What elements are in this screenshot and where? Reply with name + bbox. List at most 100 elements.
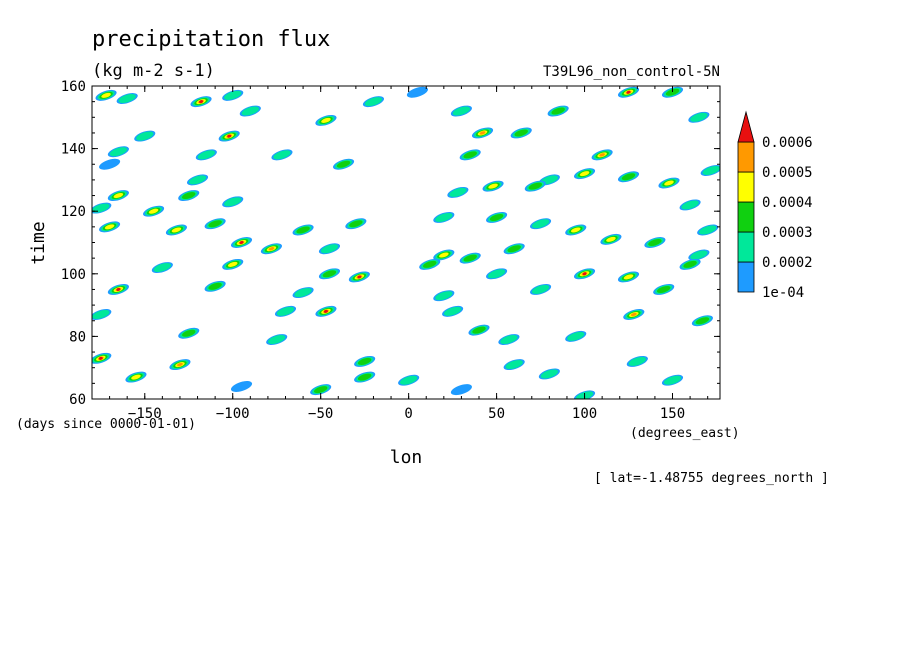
contour-blob bbox=[182, 329, 196, 337]
contour-blob bbox=[241, 106, 259, 116]
contour-blob bbox=[92, 310, 110, 319]
contour-blob bbox=[648, 238, 662, 247]
contour-blob bbox=[188, 175, 207, 185]
contour-blob bbox=[208, 220, 222, 228]
contour-blob bbox=[567, 331, 585, 341]
contour-blob bbox=[322, 270, 337, 278]
contour-blob bbox=[435, 291, 453, 301]
chart-subtitle: (kg m-2 s-1) bbox=[92, 61, 215, 81]
contour-blob bbox=[171, 227, 182, 233]
contour-blob bbox=[296, 226, 310, 234]
contour-blob bbox=[463, 254, 477, 262]
contour-blob bbox=[116, 287, 121, 292]
contour-blob bbox=[690, 250, 708, 260]
contour-blob bbox=[118, 94, 136, 104]
contour-blob bbox=[268, 335, 286, 345]
contour-blob bbox=[92, 203, 110, 213]
contour-blob bbox=[268, 247, 275, 251]
colorbar-label: 0.0005 bbox=[762, 165, 813, 181]
contour-blob bbox=[113, 193, 124, 199]
colorbar-label: 0.0006 bbox=[762, 135, 813, 151]
contour-blob bbox=[104, 224, 115, 230]
contour-blob bbox=[357, 275, 362, 279]
contour-blob bbox=[435, 212, 453, 222]
experiment-label: T39L96_non_control-5N bbox=[543, 64, 720, 80]
colorbar-swatch bbox=[737, 261, 755, 293]
contour-blob bbox=[153, 263, 171, 273]
contour-blob bbox=[227, 261, 238, 267]
contour-blob bbox=[364, 97, 383, 107]
contour-blob bbox=[177, 362, 183, 367]
contour-blob bbox=[699, 225, 717, 235]
y-axis-units: (days since 0000-01-01) bbox=[16, 417, 196, 432]
contour-blob bbox=[570, 227, 581, 233]
contour-blob bbox=[406, 86, 428, 98]
contour-blob bbox=[472, 326, 486, 334]
contour-blob bbox=[294, 288, 312, 298]
contour-blob bbox=[109, 147, 128, 157]
x-tick-label: −50 bbox=[308, 406, 333, 422]
contour-blob bbox=[439, 252, 449, 258]
contour-blob bbox=[690, 112, 708, 122]
colorbar-swatch bbox=[737, 141, 755, 173]
contour-blob bbox=[148, 208, 159, 214]
contour-blob bbox=[443, 306, 462, 316]
contour-blob bbox=[606, 236, 616, 242]
y-tick-label: 60 bbox=[69, 392, 86, 408]
contour-blob bbox=[99, 158, 121, 170]
x-axis-units: (degrees_east) bbox=[630, 426, 740, 441]
colorbar-extend-triangle bbox=[737, 110, 755, 143]
x-tick-label: 150 bbox=[660, 406, 685, 422]
colorbar-swatch bbox=[737, 231, 755, 263]
contour-blob bbox=[514, 129, 528, 137]
axis-ticks: −150 −100 −50 0 50 100 150 60 80 100 120 140 160 bbox=[61, 79, 720, 422]
colorbar-label: 1e-04 bbox=[762, 285, 804, 301]
contour-blob bbox=[579, 171, 590, 177]
contour-blob bbox=[423, 260, 437, 268]
contour-blob bbox=[582, 272, 587, 276]
plot-area bbox=[92, 86, 720, 399]
contour-blob bbox=[227, 134, 232, 138]
contour-blob bbox=[695, 317, 710, 325]
contour-blob bbox=[531, 284, 550, 294]
x-tick-label: 100 bbox=[572, 406, 597, 422]
contour-blob bbox=[320, 244, 339, 254]
contour-blob bbox=[182, 192, 196, 200]
contour-blob bbox=[208, 282, 222, 290]
contour-blob bbox=[500, 335, 518, 345]
contour-blob bbox=[131, 374, 141, 380]
contour-blob bbox=[681, 200, 699, 210]
contour-blob bbox=[276, 306, 295, 316]
contour-blob bbox=[463, 151, 477, 159]
contour-blob bbox=[324, 309, 328, 313]
contour-blob bbox=[664, 180, 674, 186]
contour-blob bbox=[489, 213, 504, 221]
plot-frame bbox=[91, 85, 721, 400]
chart-title: precipitation flux bbox=[92, 27, 330, 52]
contour-blob bbox=[531, 219, 550, 229]
x-tick-label: −100 bbox=[216, 406, 250, 422]
contour-blob bbox=[507, 245, 521, 253]
y-tick-label: 140 bbox=[61, 142, 86, 158]
contour-blob bbox=[349, 220, 363, 228]
colorbar-swatch bbox=[737, 171, 755, 203]
y-tick-label: 120 bbox=[61, 204, 86, 220]
x-tick-label: 0 bbox=[404, 406, 412, 422]
colorbar-label: 0.0003 bbox=[762, 225, 813, 241]
contour-blob bbox=[197, 150, 215, 160]
colorbar-label: 0.0004 bbox=[762, 195, 813, 211]
contour-blob bbox=[551, 107, 565, 115]
contour-blob bbox=[656, 285, 671, 293]
contour-blob bbox=[599, 153, 606, 157]
contour-blob bbox=[230, 381, 253, 392]
contour-blob bbox=[357, 373, 372, 381]
contour-blob bbox=[621, 173, 636, 181]
y-tick-label: 100 bbox=[61, 267, 86, 283]
contour-fills bbox=[92, 86, 720, 399]
x-tick-label: −150 bbox=[128, 406, 162, 422]
contour-blob bbox=[683, 260, 697, 268]
contour-blob bbox=[224, 90, 242, 100]
y-tick-label: 160 bbox=[61, 79, 86, 95]
contour-blob bbox=[321, 117, 331, 123]
